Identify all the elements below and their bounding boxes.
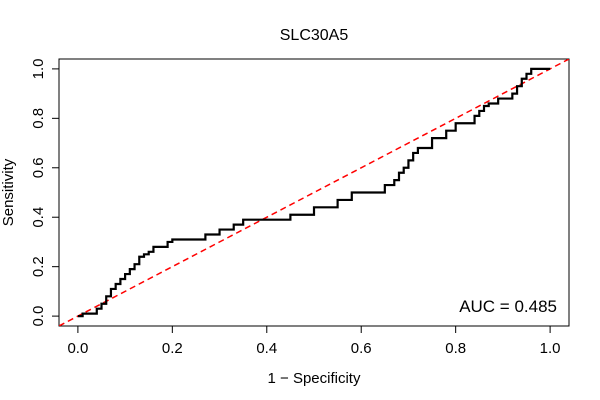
y-tick-label: 0.6: [30, 157, 47, 178]
auc-annotation: AUC = 0.485: [459, 297, 557, 316]
reference-diagonal-line: [59, 59, 569, 326]
x-tick-label: 0.8: [445, 340, 466, 357]
y-tick-label: 0.2: [30, 256, 47, 277]
y-tick-label: 0.0: [30, 306, 47, 327]
plot-frame: [58, 58, 570, 327]
x-axis-title: 1 − Specificity: [268, 370, 361, 387]
x-tick-label: 0.6: [351, 340, 372, 357]
x-tick-label: 0.0: [67, 340, 88, 357]
y-tick-label: 0.8: [30, 108, 47, 129]
y-axis: 0.0 0.2 0.4 0.6 0.8 1.0: [30, 58, 60, 327]
y-tick-label: 1.0: [30, 58, 47, 79]
y-axis-title: Sensitivity: [0, 158, 17, 226]
chart-title: SLC30A5: [280, 27, 349, 44]
roc-curve-line: [77, 67, 551, 318]
y-tick-label: 0.4: [30, 207, 47, 228]
plot-area: [59, 59, 569, 326]
x-axis: 0.0 0.2 0.4 0.6 0.8 1.0: [67, 325, 561, 357]
x-tick-label: 1.0: [540, 340, 561, 357]
x-tick-label: 0.2: [162, 340, 183, 357]
x-tick-label: 0.4: [256, 340, 277, 357]
